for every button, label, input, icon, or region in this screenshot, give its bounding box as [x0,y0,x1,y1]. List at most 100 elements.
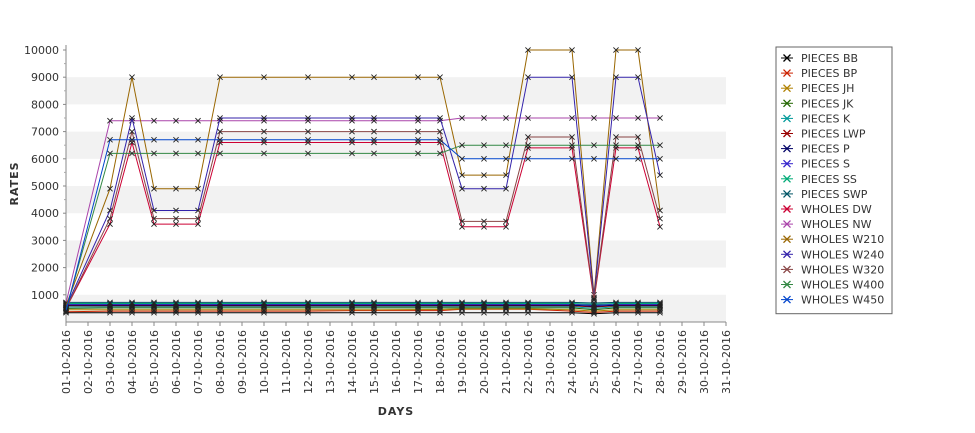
x-tick-label: 28-10-2016 [654,330,667,394]
data-point [503,223,509,230]
plot-background [65,45,726,323]
data-point [129,139,135,146]
data-point [415,300,421,307]
data-point [261,115,267,121]
data-point [217,299,223,306]
data-point [613,115,619,121]
data-point [173,300,179,307]
x-tick-label: 27-10-2016 [632,330,645,394]
data-point [481,299,487,306]
data-point [107,185,113,192]
data-point [305,139,311,146]
data-point [657,142,663,149]
data-point [129,117,135,124]
data-point [173,136,179,143]
data-point [415,150,421,157]
x-tick-label: 23-10-2016 [544,330,557,394]
data-point [415,115,421,121]
series-line [65,131,661,309]
data-point [481,185,487,192]
legend-item: WHOLES W320 [781,263,884,276]
data-point [371,139,377,146]
series-line [65,140,661,309]
y-tick-label: 2000 [31,262,59,275]
data-point [569,115,575,121]
data-point [459,300,465,307]
x-axis-title: DAYS [378,405,414,418]
data-point [569,142,575,149]
data-point [195,136,201,143]
data-point [261,299,267,306]
data-point [459,218,465,225]
data-point [305,300,311,307]
data-point [261,150,267,157]
data-point [635,145,641,151]
data-point [503,172,509,179]
data-point [349,128,355,135]
x-tick-label: 11-10-2016 [280,330,293,394]
data-point [371,117,377,124]
data-point [569,155,575,162]
data-point [657,115,663,121]
data-point [195,117,201,124]
legend-label: PIECES BB [801,52,858,65]
legend-item: PIECES BB [781,52,858,65]
data-point [151,136,157,143]
series-line [66,303,660,306]
legend-item: PIECES K [781,112,851,125]
x-axis: 01-10-2016 02-10-2016 03-10-2016 04-10-2016… [60,322,733,394]
data-point [459,299,465,306]
data-point [129,115,135,121]
data-point [261,139,267,146]
series-wholes-w400 [63,142,663,313]
legend-label: WHOLES W320 [801,263,884,276]
data-point [129,299,135,306]
data-point [107,150,113,157]
data-point [591,297,597,304]
data-point [459,115,465,121]
y-tick-label: 8000 [31,98,59,111]
x-tick-label: 01-10-2016 [60,330,73,394]
x-tick-label: 10-10-2016 [258,330,271,394]
data-point [415,74,421,81]
x-tick-label: 14-10-2016 [346,330,359,394]
data-point [217,128,223,135]
data-point [503,299,509,306]
data-point [525,47,531,53]
legend-label: PIECES K [801,112,851,125]
series-pieces-jk [63,304,663,313]
y-tick-label: 4000 [31,207,59,220]
data-point [349,74,355,81]
data-point [569,47,575,53]
y-axis-title: RATES [8,161,21,205]
data-point [437,299,443,306]
data-point [569,134,575,140]
legend-item: PIECES SWP [781,188,868,201]
data-point [525,74,531,81]
grid-band [66,77,726,105]
data-point [613,134,619,140]
data-point [503,185,509,192]
y-tick-label: 6000 [31,153,59,166]
data-point [437,150,443,157]
legend-label: PIECES LWP [801,128,866,141]
data-point [217,300,223,307]
data-point [371,136,377,143]
data-point [525,115,531,121]
data-point [657,172,663,179]
y-tick-label: 3000 [31,234,59,247]
data-point [261,136,267,143]
data-point [613,47,619,53]
x-tick-label: 22-10-2016 [522,330,535,394]
series-line [66,303,660,305]
data-point [195,185,201,192]
data-point [569,74,575,81]
data-point [151,299,157,306]
data-point [349,139,355,146]
x-tick-label: 31-10-2016 [720,330,733,394]
grid-band [66,186,726,214]
legend-item: PIECES JH [781,82,854,95]
series-layer [63,47,663,317]
data-point [371,74,377,81]
